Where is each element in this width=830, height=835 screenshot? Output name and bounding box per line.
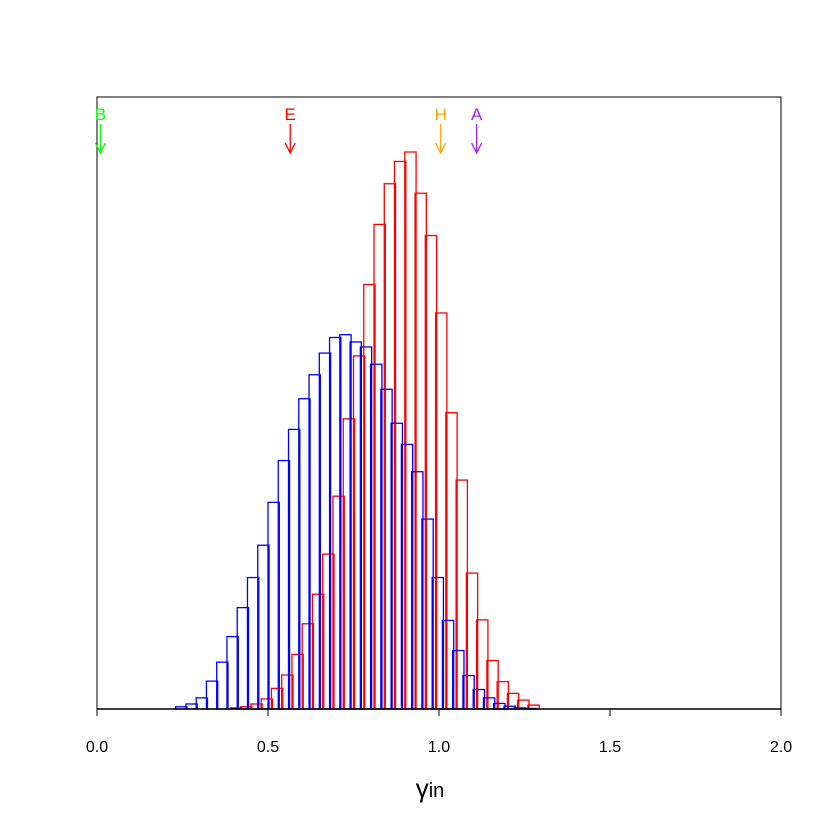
histogram-bar (267, 501, 280, 710)
histogram-bar (291, 653, 304, 710)
x-tick-label: 0.0 (86, 739, 108, 756)
histogram-bar (349, 341, 363, 710)
marker-arrow (471, 124, 483, 155)
histogram-bar (352, 355, 366, 710)
histogram-bar (414, 192, 427, 710)
histogram-bar (195, 697, 209, 710)
marker-label: H (435, 105, 447, 124)
histogram-bar (332, 495, 345, 710)
histogram-bar (339, 334, 352, 710)
histogram-bar (380, 388, 393, 710)
marker-arrow (435, 124, 447, 155)
histogram-bar (393, 160, 407, 710)
histogram-bar (482, 697, 496, 710)
histogram-bar (400, 443, 414, 710)
histogram-bar (472, 688, 486, 710)
marker-label: B (95, 105, 106, 124)
histogram-bar (287, 428, 301, 710)
plot-frame (96, 96, 782, 710)
histogram-bar (373, 223, 386, 710)
histogram-bar (311, 593, 325, 710)
histogram-bar (424, 234, 438, 710)
histogram-bar (342, 418, 356, 710)
histogram-bar (493, 702, 506, 710)
histogram-bar (475, 619, 489, 710)
histogram-bar (465, 572, 479, 710)
histogram-bar (431, 576, 445, 710)
histogram-bar (281, 674, 294, 710)
histogram-bar (270, 687, 284, 710)
histogram-bar (308, 374, 321, 710)
histogram-bar (410, 471, 424, 710)
histogram-bar (445, 412, 458, 710)
histogram-bar (390, 422, 404, 710)
bars-layer (175, 151, 540, 710)
histogram-bar (298, 398, 311, 710)
histogram-bar (383, 183, 397, 710)
x-axis: 0.0 0.5 1.0 1.5 2.0 (86, 708, 792, 756)
marker-arrow (94, 124, 107, 155)
histogram-bar (369, 363, 383, 710)
histogram-bar (363, 283, 376, 710)
histogram-bar (226, 635, 239, 710)
x-tick-label: 0.5 (257, 739, 279, 756)
histogram-bar (301, 623, 315, 710)
histogram-bar (322, 553, 335, 710)
histogram-bar (434, 312, 448, 710)
histogram-bar (441, 619, 455, 710)
histogram-bar (260, 698, 274, 710)
histogram-bar (359, 346, 373, 710)
histogram-bar (496, 681, 510, 710)
x-tick-label: 1.5 (599, 739, 621, 756)
histogram-bar (486, 659, 499, 710)
histogram-bar (250, 703, 263, 710)
x-tick-label: 2.0 (770, 739, 792, 756)
histogram-bar (185, 703, 198, 710)
histogram-bar (257, 544, 270, 710)
histogram-bar (452, 649, 465, 710)
histogram-bar (277, 459, 291, 710)
histogram-bar (455, 479, 469, 710)
marker-arrow (284, 124, 296, 155)
marker-label: A (471, 105, 483, 124)
histogram-bar (404, 151, 417, 710)
histogram-bar (236, 606, 250, 710)
x-axis-label: γin (416, 773, 445, 803)
histogram-bar (246, 576, 260, 710)
marker-label: E (285, 105, 296, 124)
histogram-bar (328, 336, 342, 710)
histogram-bar (318, 352, 332, 710)
histogram-bar (205, 680, 219, 710)
x-axis-label-sub: in (429, 780, 445, 802)
x-axis-label-main: γ (416, 773, 429, 803)
histogram-bar (462, 674, 475, 710)
x-tick-label: 1.0 (428, 739, 450, 756)
histogram-bar (421, 518, 434, 710)
histogram-bar (216, 661, 229, 710)
